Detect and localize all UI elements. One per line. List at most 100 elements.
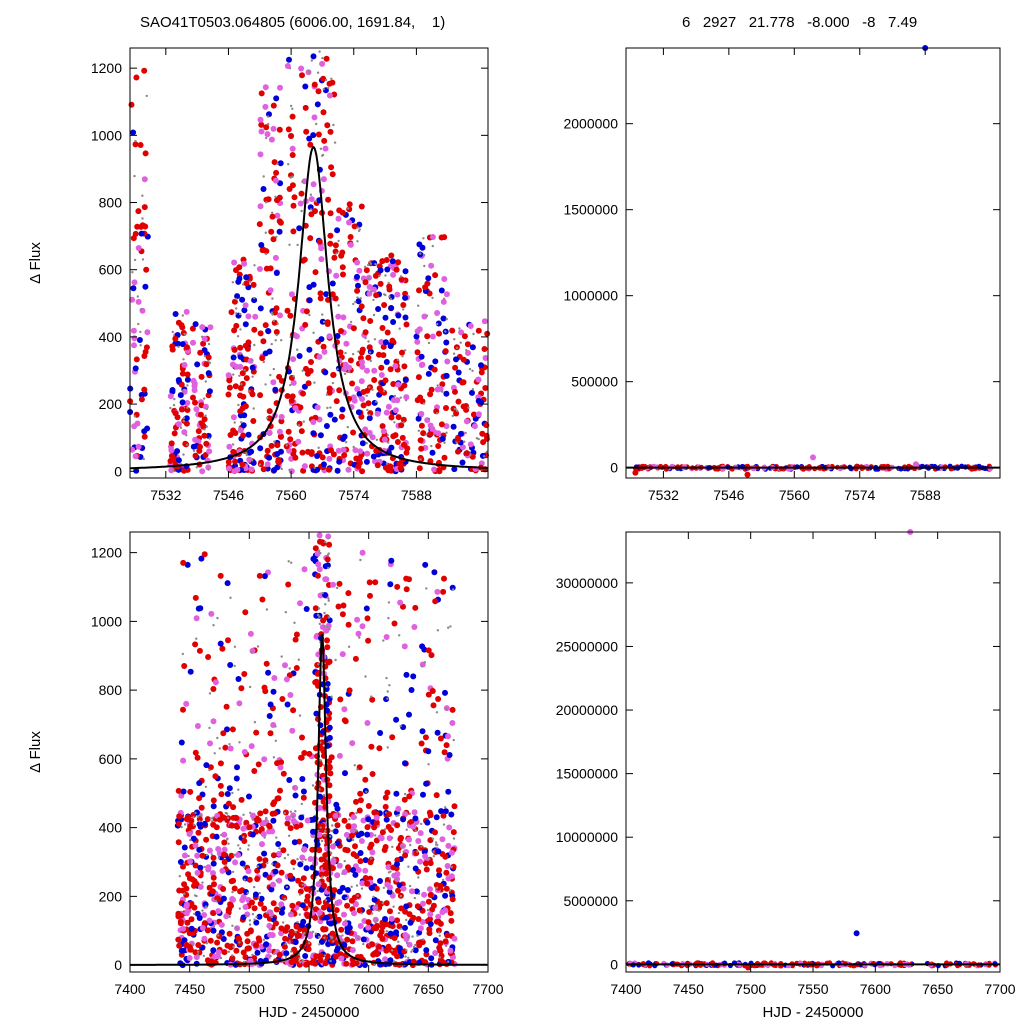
data-point: [377, 267, 384, 274]
data-point: [259, 596, 266, 603]
data-point: [365, 803, 372, 809]
data-point: [391, 872, 398, 879]
data-point: [378, 364, 385, 371]
data-point: [359, 363, 366, 370]
gray-point: [328, 628, 331, 631]
data-point: [417, 925, 424, 932]
data-point: [323, 55, 330, 62]
gray-point: [240, 383, 243, 386]
gray-point: [270, 910, 273, 913]
gray-point: [309, 208, 313, 211]
data-point: [178, 381, 185, 388]
gray-point: [248, 919, 252, 922]
data-point: [203, 836, 210, 843]
gray-point: [315, 122, 318, 126]
data-point: [475, 411, 482, 418]
data-point: [257, 392, 264, 399]
x-tick-label: 7574: [338, 487, 369, 503]
data-point: [271, 159, 278, 166]
gray-point: [397, 814, 400, 817]
data-point: [256, 221, 263, 228]
gray-point: [292, 786, 295, 789]
data-point: [367, 859, 374, 866]
data-point: [467, 323, 474, 329]
data-point: [346, 364, 353, 371]
gray-point: [213, 752, 216, 755]
data-point: [230, 877, 237, 884]
data-point: [181, 663, 188, 669]
gray-point: [318, 50, 321, 53]
data-point: [298, 814, 305, 821]
data-point: [408, 819, 415, 825]
data-point: [317, 290, 324, 297]
data-point: [295, 438, 302, 445]
data-point: [365, 924, 372, 931]
gray-point: [247, 844, 250, 847]
gray-point: [390, 836, 394, 839]
gray-point: [133, 258, 137, 262]
data-point: [400, 885, 407, 892]
gray-point: [451, 414, 454, 418]
gray-point: [369, 262, 373, 265]
data-point: [197, 823, 204, 830]
data-point: [177, 920, 184, 927]
gray-point: [398, 850, 401, 854]
gray-point: [375, 438, 379, 441]
data-point: [329, 930, 336, 937]
gray-point: [368, 413, 371, 417]
gray-point: [366, 408, 369, 412]
data-point: [132, 365, 139, 372]
data-point: [415, 916, 422, 922]
data-point: [234, 764, 240, 771]
data-point: [141, 204, 148, 211]
data-point: [392, 432, 399, 439]
gray-point: [382, 390, 386, 393]
gray-point: [290, 561, 293, 564]
gray-point: [447, 626, 450, 629]
gray-point: [387, 601, 391, 604]
data-point: [199, 468, 206, 475]
data-point: [383, 257, 390, 263]
gray-point: [397, 940, 400, 943]
data-point: [278, 901, 285, 908]
data-point: [290, 379, 297, 386]
data-point: [389, 258, 396, 265]
data-point: [379, 829, 386, 836]
data-point: [394, 397, 401, 404]
data-point: [270, 881, 276, 888]
data-point: [369, 849, 376, 856]
data-point: [420, 791, 426, 798]
data-point: [350, 851, 357, 858]
data-point: [229, 955, 236, 962]
data-point: [243, 819, 250, 826]
data-point: [298, 754, 304, 761]
data-point: [187, 788, 194, 795]
data-point: [169, 387, 176, 393]
data-point: [201, 432, 208, 439]
data-point: [307, 235, 314, 242]
data-point: [449, 327, 456, 334]
data-point: [393, 266, 400, 273]
x-tick-label: 7550: [797, 981, 828, 997]
data-point: [443, 390, 450, 397]
gray-point: [374, 921, 377, 924]
gray-point: [266, 861, 269, 865]
data-point: [204, 816, 211, 823]
data-point: [285, 581, 292, 588]
data-point: [382, 314, 389, 321]
gray-point: [253, 296, 256, 300]
gray-point: [211, 816, 214, 819]
data-point: [201, 347, 208, 354]
data-point: [415, 838, 422, 844]
data-point: [355, 409, 362, 416]
data-point: [451, 935, 458, 942]
data-point: [362, 329, 369, 336]
gray-point: [336, 811, 339, 814]
data-point: [224, 791, 231, 797]
gray-point: [258, 463, 262, 466]
data-point: [288, 291, 295, 298]
data-point: [330, 372, 337, 378]
gray-point: [447, 960, 450, 963]
data-point: [354, 259, 361, 266]
gray-point: [364, 675, 367, 678]
